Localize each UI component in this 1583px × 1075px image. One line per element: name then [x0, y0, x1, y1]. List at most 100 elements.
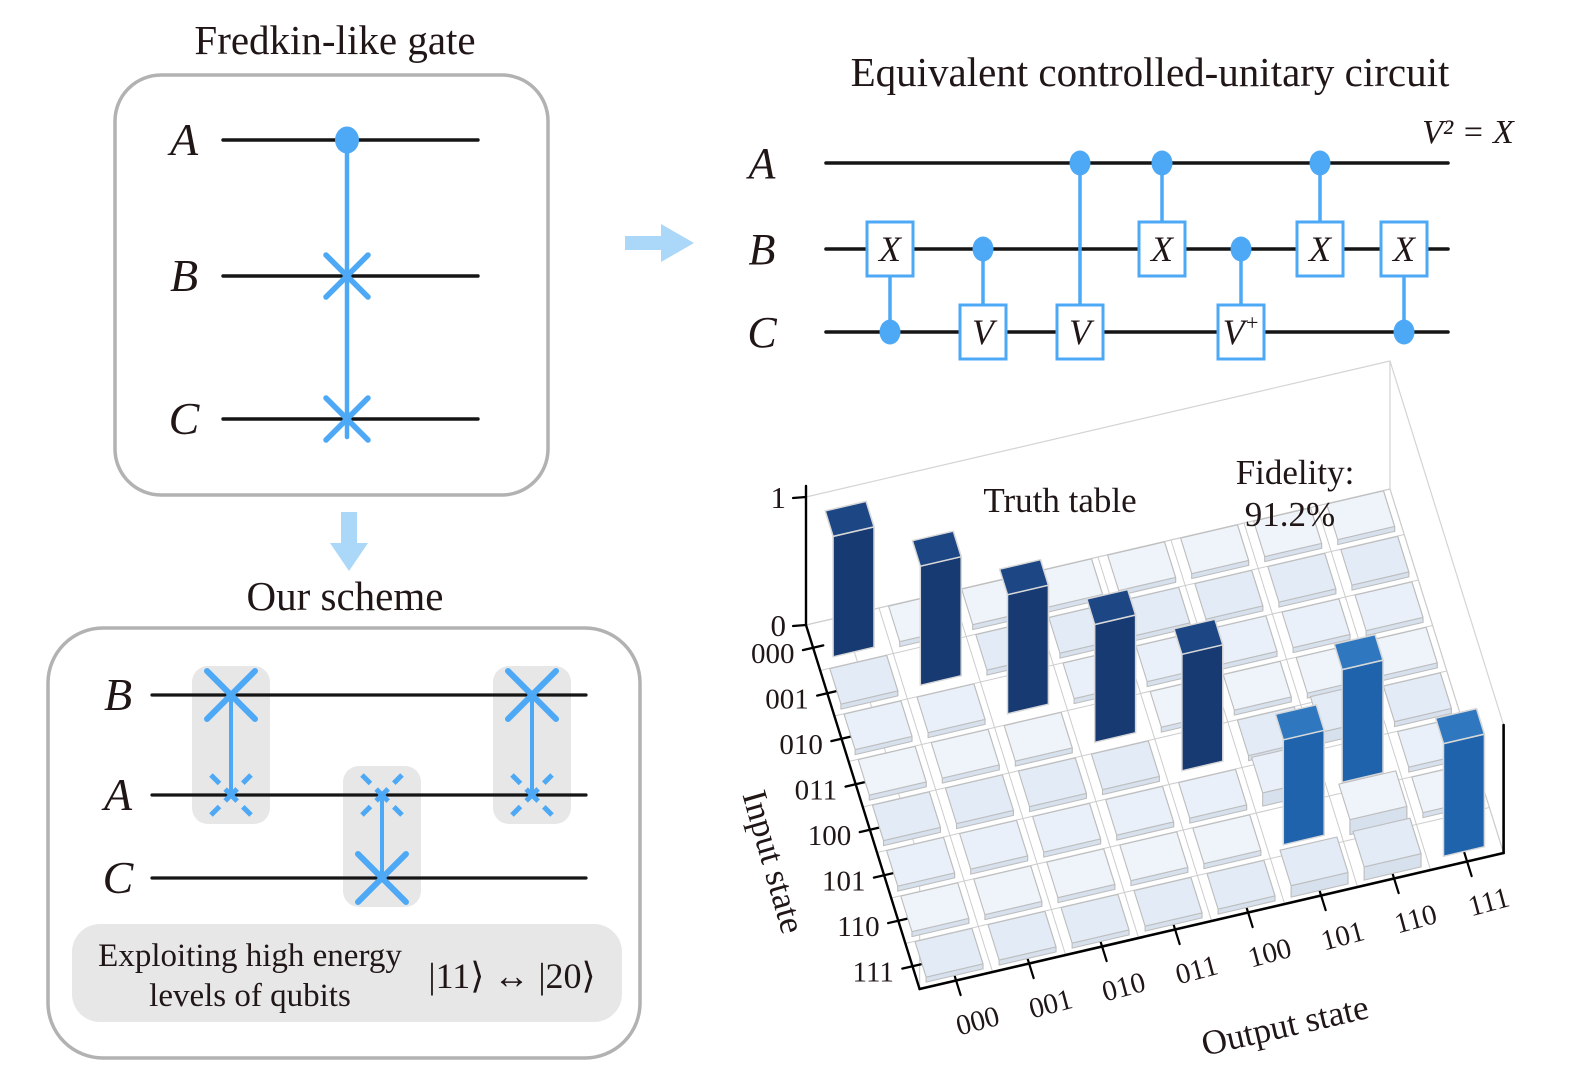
- input-tick-label: 111: [853, 957, 894, 989]
- tile-top: [1267, 552, 1337, 603]
- scheme-title: Our scheme: [246, 573, 444, 619]
- input-tick: [886, 917, 910, 925]
- swap-cross-C: [323, 395, 371, 443]
- bar-101-110-top: [1333, 633, 1384, 671]
- control-dot-icon: [1151, 150, 1173, 176]
- gate-box: [865, 220, 915, 278]
- wire-label-A: A: [167, 114, 199, 165]
- bar-001-001-front: [919, 555, 962, 687]
- tile-top: [1003, 711, 1073, 762]
- tile-top: [1352, 817, 1422, 868]
- gate-box: [1295, 220, 1345, 278]
- tile-top: [1032, 802, 1102, 853]
- swap-cross-solid: [204, 668, 258, 722]
- fidelity-label: Fidelity:: [1235, 453, 1355, 492]
- input-tick-label: 100: [808, 820, 852, 852]
- output-tick-label: 110: [1391, 898, 1440, 940]
- tile-top: [829, 654, 899, 705]
- output-tick-label: 001: [1026, 983, 1076, 1025]
- tile-top: [1279, 836, 1349, 887]
- tile-top: [1206, 859, 1276, 910]
- input-tick-label: 101: [822, 866, 866, 898]
- tile-top: [1253, 507, 1323, 558]
- input-tick: [901, 962, 924, 970]
- input-tick: [815, 689, 839, 697]
- note-box: [72, 924, 622, 1022]
- tile-top: [973, 865, 1043, 916]
- input-tick-label: 010: [779, 729, 823, 761]
- control-dot-icon: [1309, 150, 1331, 176]
- tile-top: [1192, 814, 1262, 865]
- right-arrow-icon: [625, 224, 694, 262]
- tile-top: [916, 683, 986, 734]
- input-tick: [858, 826, 882, 834]
- input-tick: [872, 871, 896, 879]
- gate-label: X: [1149, 229, 1175, 269]
- gate-box: [1216, 303, 1266, 361]
- tile-top: [1178, 768, 1248, 819]
- equivalent-title: Equivalent controlled-unitary circuit: [850, 49, 1450, 95]
- tile-top: [900, 882, 970, 933]
- input-tick-label: 011: [795, 775, 837, 807]
- bar-101-110-front: [1341, 659, 1384, 784]
- output-tick-label: 101: [1318, 915, 1368, 957]
- z-tick: [791, 623, 808, 628]
- gate-box: [1137, 220, 1187, 278]
- tile-top: [1382, 672, 1452, 723]
- tile-top: [857, 745, 927, 796]
- fredkin-panel-box: [113, 73, 550, 497]
- gate-label: X: [1307, 229, 1333, 269]
- bar-110-101-front: [1282, 729, 1325, 846]
- input-tick: [801, 644, 825, 652]
- wire-label-A: A: [746, 139, 777, 188]
- tile-top: [871, 791, 941, 842]
- tile-top: [1105, 785, 1175, 836]
- gate-label: V: [972, 312, 998, 352]
- tile-top: [843, 700, 913, 751]
- bar-001-001-top: [911, 530, 962, 567]
- z-tick-label: 0: [771, 608, 787, 643]
- tile-top: [944, 774, 1014, 825]
- control-dot-icon: [1230, 236, 1252, 262]
- gate-label: V: [1069, 312, 1095, 352]
- bar-000-000-front: [832, 526, 875, 658]
- control-dot-icon: [972, 236, 994, 262]
- tile-top: [1194, 569, 1264, 620]
- bar-111-111-front: [1442, 733, 1486, 858]
- bar-100-100-front: [1181, 644, 1224, 772]
- input-tick-label: 000: [751, 638, 795, 670]
- swap-cross-dashed: [209, 773, 253, 817]
- tile-top: [1180, 524, 1250, 575]
- tile-top: [1090, 740, 1160, 791]
- unitary-relation: V² = X: [1422, 114, 1514, 151]
- tile-top: [1222, 660, 1292, 711]
- swap-cross-B: [323, 252, 371, 300]
- fredkin-title: Fredkin-like gate: [194, 17, 476, 63]
- note-line-1: Exploiting high energy: [98, 938, 402, 974]
- tile-top: [1326, 490, 1396, 541]
- swap-cross-solid: [505, 668, 559, 722]
- ket-mapping: |11⟩ ↔ |20⟩: [428, 956, 596, 996]
- input-tick: [830, 735, 853, 743]
- tile-top: [1017, 757, 1087, 808]
- tile-top: [1107, 541, 1177, 592]
- gate-label: X: [877, 229, 903, 269]
- swap-cross-dashed: [360, 773, 404, 817]
- tile-top: [886, 836, 956, 887]
- bar-110-101-top: [1274, 704, 1325, 741]
- output-tick-label: 100: [1245, 932, 1295, 974]
- tile-top: [987, 910, 1057, 961]
- scheme-panel-box: [46, 626, 642, 1060]
- output-tick-label: 111: [1465, 881, 1513, 923]
- output-axis: [918, 851, 1505, 991]
- control-dot-icon: [1069, 150, 1091, 176]
- wire-label-C: C: [169, 393, 201, 444]
- tile-top: [1340, 535, 1410, 586]
- bar-100-100-top: [1173, 618, 1224, 656]
- bar-111-111-top: [1434, 707, 1486, 745]
- swap-cross-dashed: [510, 773, 554, 817]
- swap-cross-solid: [355, 851, 409, 905]
- gate-box: [958, 303, 1008, 361]
